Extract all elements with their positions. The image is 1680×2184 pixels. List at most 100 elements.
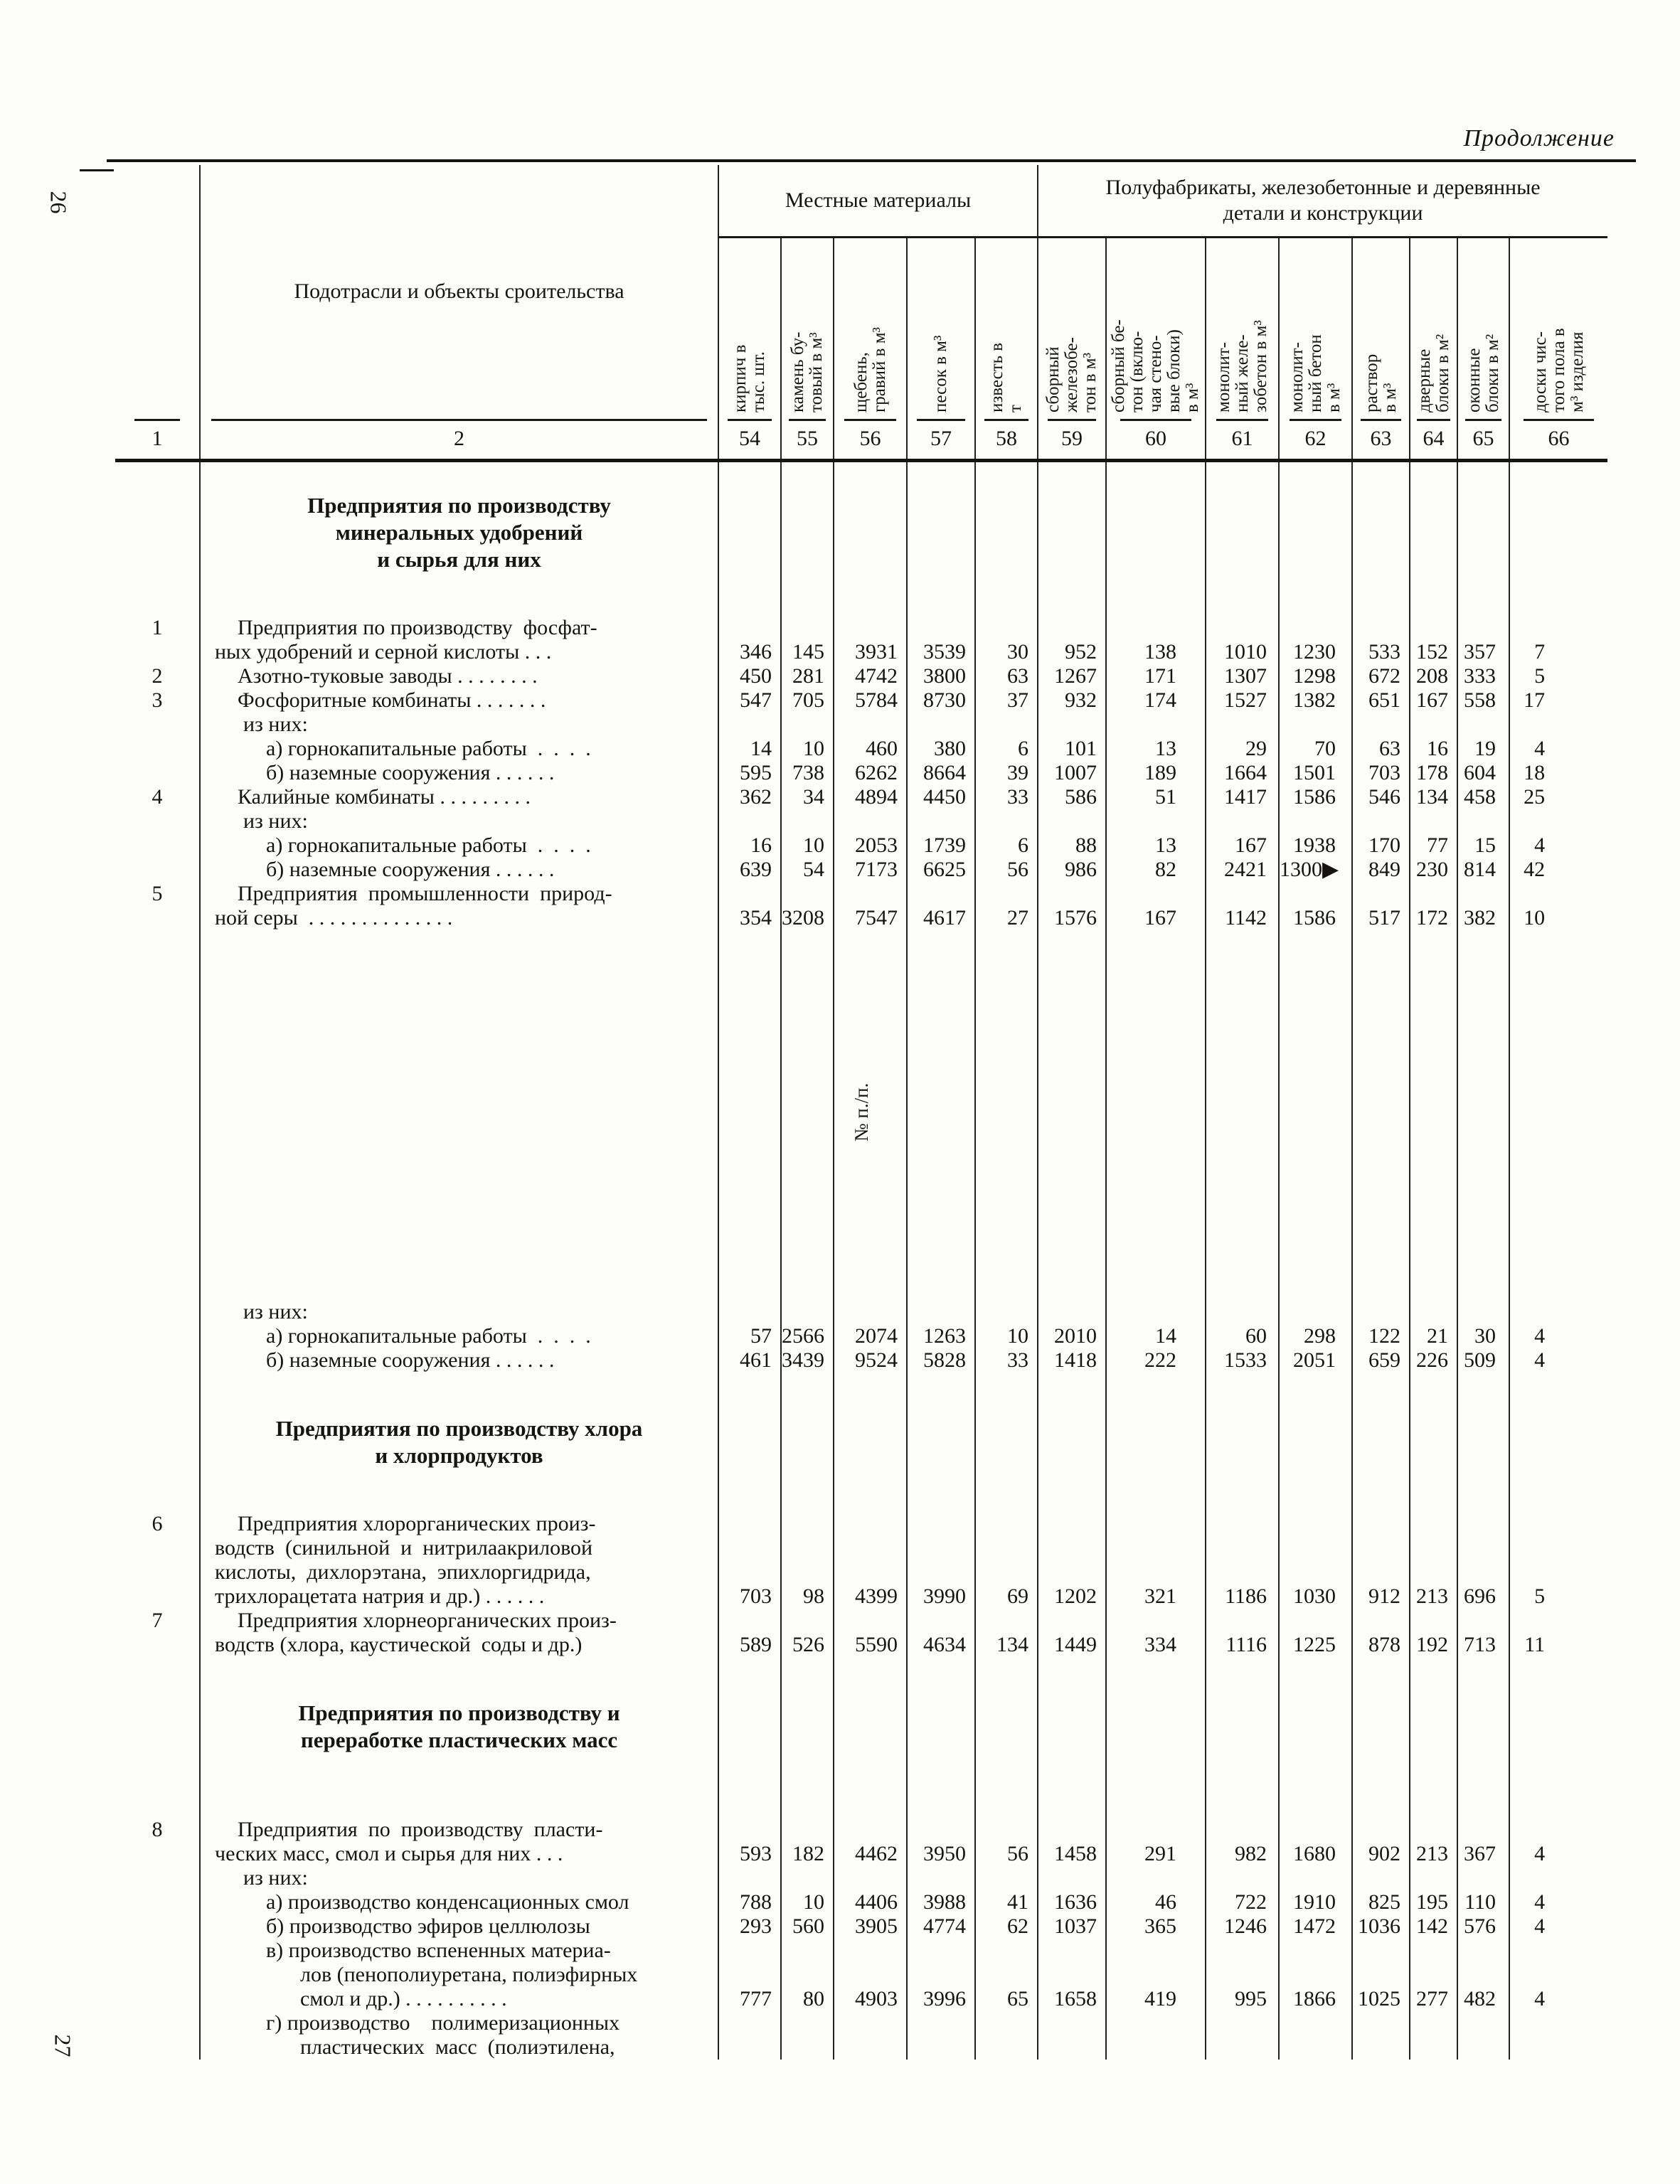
value-cell-col54: 777 <box>718 1986 782 2011</box>
row-label-cell: в) производство вспененных материа- <box>200 1938 719 1963</box>
value-cell-col62 <box>1279 1938 1354 1963</box>
value-cell-col58: 33 <box>975 784 1039 809</box>
value-cell-col59: 1576 <box>1038 905 1107 930</box>
value-cell-col66 <box>1509 1754 1607 1818</box>
value-cell-col64 <box>1410 518 1459 546</box>
value-cell-col54 <box>718 929 782 1300</box>
header-column-numbers-row: 1 2 54 55 56 57 58 59 60 61 62 63 64 65 66 <box>115 417 1608 462</box>
value-cell-col54 <box>718 572 782 616</box>
value-cell-col65: 458 <box>1457 784 1511 809</box>
value-cell-col65 <box>1457 1726 1511 1754</box>
value-cell-col62: 1680 <box>1279 1841 1354 1866</box>
row-number-cell <box>115 2035 201 2060</box>
value-cell-col63 <box>1352 1442 1411 1469</box>
value-cell-col59 <box>1038 460 1107 492</box>
value-cell-col65 <box>1457 460 1511 492</box>
value-cell-col59 <box>1038 1962 1107 1987</box>
value-cell-col63: 825 <box>1352 1890 1411 1914</box>
value-cell-col60: 189 <box>1106 760 1207 785</box>
value-cell-col55 <box>781 2035 834 2060</box>
value-cell-col57: 3539 <box>907 639 976 664</box>
table-row: 5 Предприятия промышленности природ- <box>115 881 1607 906</box>
value-cell-col64 <box>1410 1560 1459 1584</box>
value-cell-col58: 41 <box>975 1890 1039 1914</box>
value-cell-col54 <box>718 1865 782 1890</box>
value-cell-col63: 170 <box>1352 833 1411 858</box>
value-cell-col57 <box>907 1726 976 1754</box>
value-cell-col64: 134 <box>1410 784 1459 809</box>
value-cell-col60 <box>1106 2035 1207 2060</box>
value-cell-col66: 7 <box>1534 639 1546 664</box>
value-cell-col59 <box>1038 1372 1107 1415</box>
value-cell-col61 <box>1206 712 1280 737</box>
row-label-cell <box>200 460 719 492</box>
table-row: ческих масс, смол и сырья для них . . . 5… <box>115 1841 1607 1866</box>
value-cell-col58 <box>975 1535 1039 1560</box>
value-cell-col60 <box>1106 1299 1207 1324</box>
value-cell-col59: 1037 <box>1038 1914 1107 1939</box>
colnum-65: 65 <box>1457 417 1511 462</box>
row-number-cell <box>115 460 201 492</box>
value-cell-col61: 1533 <box>1206 1348 1280 1373</box>
value-cell-col55 <box>781 460 834 492</box>
value-cell-col62 <box>1279 809 1354 833</box>
value-cell-col58: 65 <box>975 1986 1039 2011</box>
table-row: 6 Предприятия хлорорганических произ- <box>115 1511 1607 1536</box>
value-cell-col60 <box>1106 1560 1207 1584</box>
value-cell-col59 <box>1038 1608 1107 1633</box>
value-cell-col56 <box>834 1962 908 1987</box>
value-cell-col65 <box>1457 1753 1511 1818</box>
value-cell-col55 <box>781 1699 834 1727</box>
value-cell-col66: 10 <box>1524 905 1546 929</box>
col-header-56: щебень, гравий в м³ <box>834 237 908 417</box>
value-cell-col62 <box>1279 1415 1354 1442</box>
table-body: Предприятия по производству минеральных у… <box>115 460 1607 2060</box>
table-row: б) наземные сооружения . . . . . . 461 343… <box>115 1348 1607 1373</box>
row-label-cell: водств (синильной и нитрилаакриловой <box>200 1535 719 1560</box>
value-cell-col54 <box>718 712 782 737</box>
row-number-cell <box>115 1469 201 1512</box>
value-cell-col64 <box>1410 809 1459 833</box>
col-header-59: сборный железобе- тон в м³ <box>1038 237 1107 417</box>
value-cell-col65: 19 <box>1457 736 1511 761</box>
value-cell-col66 <box>1509 1727 1607 1754</box>
value-cell-col61: 1142 <box>1206 905 1280 930</box>
table-row: из них: <box>115 1299 1607 1324</box>
colnum-1: 1 <box>115 417 201 462</box>
value-cell-col62 <box>1279 712 1354 737</box>
value-cell-col58 <box>975 1608 1039 1633</box>
value-cell-col58 <box>975 545 1039 573</box>
value-cell-col60 <box>1106 460 1207 492</box>
value-cell-col65: 696 <box>1457 1584 1511 1609</box>
value-cell-col60 <box>1106 1938 1207 1963</box>
value-cell-col55 <box>781 1938 834 1963</box>
value-cell-col55 <box>781 809 834 833</box>
column-index: 1 <box>151 427 163 450</box>
value-cell-col63 <box>1352 460 1411 492</box>
value-cell-col58: 6 <box>975 736 1039 761</box>
colnum-57: 57 <box>907 417 976 462</box>
value-cell-col65 <box>1457 615 1511 640</box>
value-cell-col54: 593 <box>718 1841 782 1866</box>
value-cell-col62 <box>1279 545 1354 573</box>
value-cell-col57 <box>907 1511 976 1536</box>
value-cell-col64: 226 <box>1410 1348 1459 1373</box>
section-heading-row: и сырья для них <box>115 545 1607 573</box>
row-label-cell: ной серы . . . . . . . . . . . . . . <box>200 905 719 930</box>
value-cell-col57: 3990 <box>907 1584 976 1609</box>
value-cell-col61 <box>1206 1469 1280 1512</box>
value-cell-col58: 134 <box>975 1632 1039 1657</box>
row-label-cell: б) наземные сооружения . . . . . . <box>200 1348 719 1373</box>
value-cell-col54 <box>718 881 782 906</box>
value-cell-col60: 171 <box>1106 664 1207 688</box>
value-cell-col65 <box>1457 518 1511 546</box>
value-cell-col64: 16 <box>1410 736 1459 761</box>
value-cell-col66: 25 <box>1524 784 1546 809</box>
value-cell-col54: 16 <box>718 833 782 858</box>
value-cell-col65 <box>1457 881 1511 906</box>
value-cell-col61 <box>1206 518 1280 546</box>
row-number-cell <box>115 572 201 616</box>
col-header-62: монолит- ный бетон в м³ <box>1279 237 1354 417</box>
col-header-label: щебень, гравий в м³ <box>851 326 889 412</box>
value-cell-col61: 995 <box>1206 1986 1280 2011</box>
